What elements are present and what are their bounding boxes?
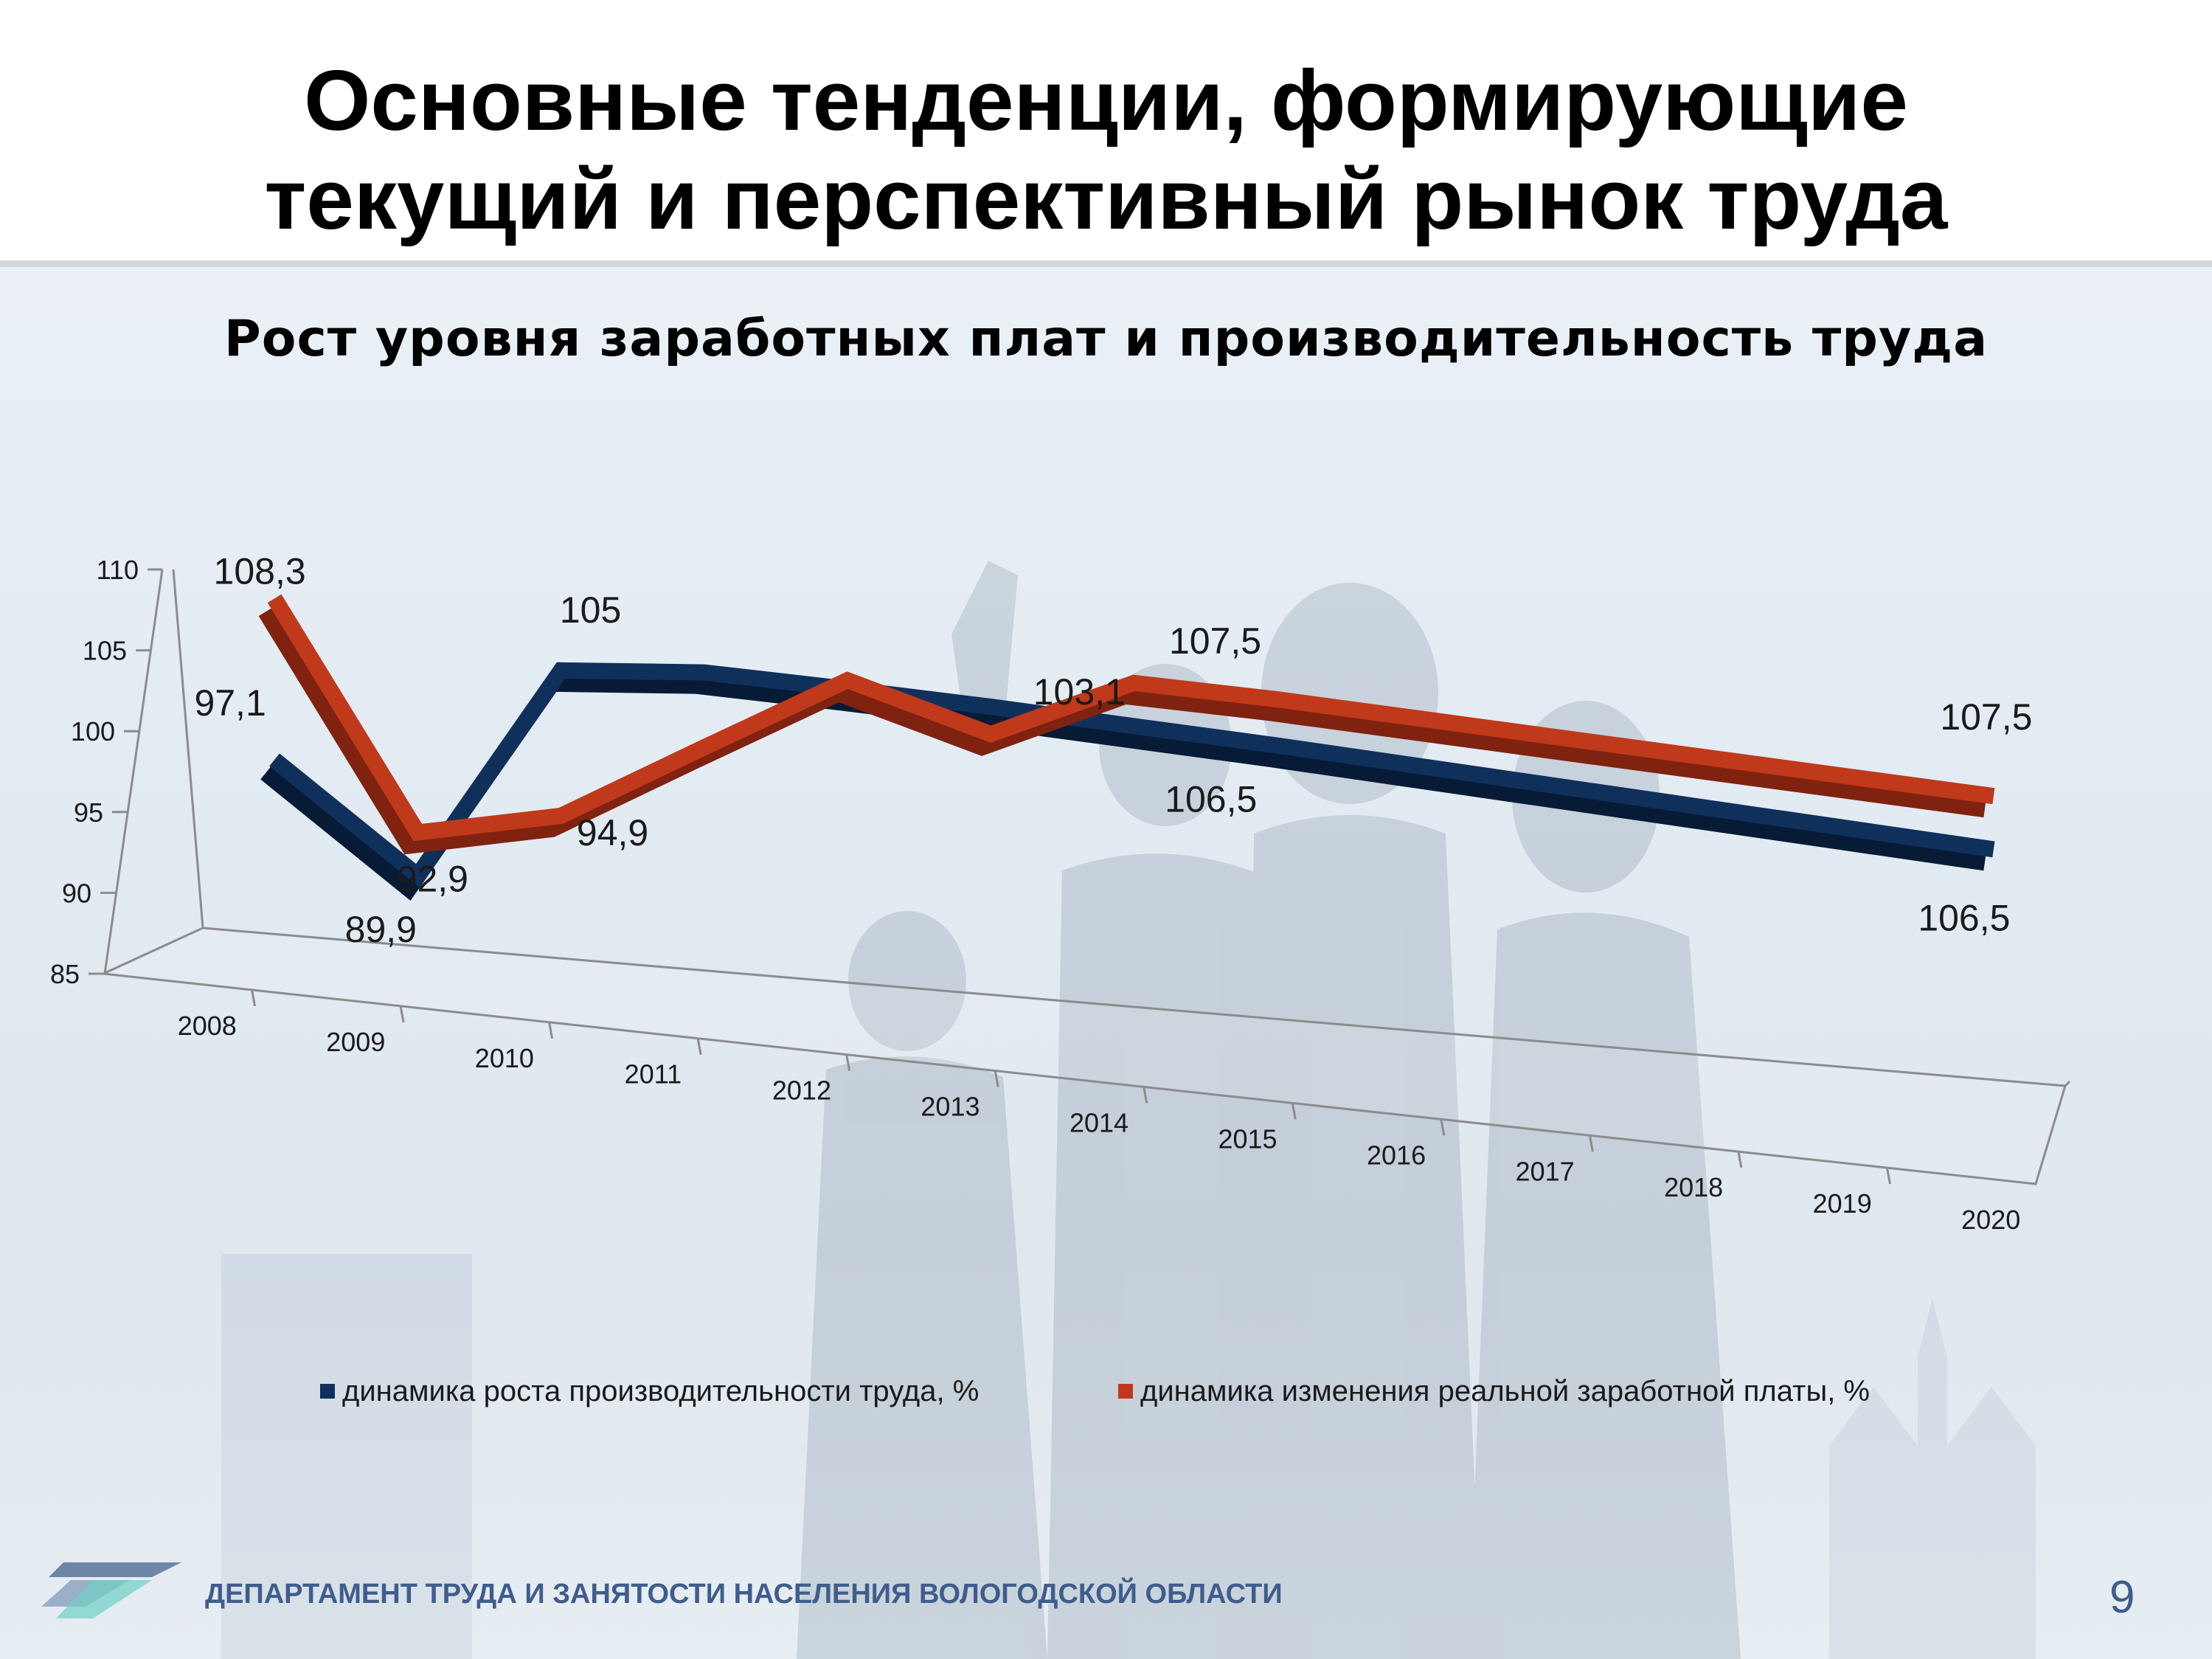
x-tick-label: 2011 (625, 1059, 682, 1090)
x-tick (1291, 1103, 1297, 1120)
data-label: 108,3 (214, 550, 306, 592)
bg-figure-raised-arm (951, 561, 1018, 738)
x-tick-label: 2008 (178, 1011, 237, 1041)
x-tick-label: 2015 (1218, 1123, 1277, 1154)
x-tick-label: 2014 (1069, 1108, 1128, 1138)
title-band: Основные тенденции, формирующие текущий … (0, 0, 2212, 267)
data-label: 97,1 (194, 682, 266, 724)
y-axis: 85 90 95 100 105 110 (50, 555, 164, 989)
legend-entry-productivity: динамика роста производительности труда,… (320, 1371, 979, 1412)
back-wall-edge (172, 569, 204, 929)
data-label: 106,5 (1165, 779, 1257, 820)
x-tick (1737, 1151, 1743, 1168)
x-tick (696, 1038, 702, 1055)
bg-figure-man-body (1468, 912, 1741, 1659)
y-tick-label: 110 (97, 555, 139, 585)
legend-entry-wages: динамика изменения реальной заработной п… (1118, 1371, 1870, 1412)
data-label: 105 (560, 589, 621, 631)
x-tick (1885, 1167, 1891, 1185)
y-axis-line (103, 569, 164, 974)
data-label: 103,1 (1033, 671, 1126, 713)
series-ribbon-side-1 (258, 607, 1986, 855)
data-label: 107,5 (1940, 696, 2032, 738)
legend-swatch-wages (1118, 1384, 1133, 1399)
x-tick-label: 2020 (1961, 1205, 2020, 1235)
y-tick-label: 90 (62, 878, 91, 908)
x-tick (251, 989, 257, 1007)
logo-stripe-3 (56, 1580, 152, 1618)
x-tick-label: 2018 (1664, 1172, 1723, 1202)
legend-label-wages: динамика изменения реальной заработной п… (1140, 1374, 1870, 1407)
x-axis: 2008 2009 2010 2011 2012 2013 2014 2015 2016 2017… (178, 989, 2020, 1235)
x-tick-label: 2019 (1813, 1188, 1872, 1219)
x-tick (845, 1054, 851, 1071)
bg-building-silhouette (221, 1254, 472, 1659)
y-tick-label: 105 (83, 636, 127, 666)
chart-subtitle: Рост уровня заработных плат и производит… (223, 310, 1989, 368)
bg-figure-worker-body (1047, 853, 1298, 1659)
y-tick-label: 100 (71, 716, 115, 747)
bg-church-silhouette (1829, 1298, 2036, 1659)
data-label: 106,5 (1918, 897, 2010, 938)
x-tick-label: 2009 (326, 1027, 385, 1057)
page-title-line-2: текущий и перспективный рынок труда (264, 151, 1948, 247)
x-tick (994, 1070, 999, 1087)
data-label: 94,9 (577, 812, 648, 853)
x-tick-label: 2012 (772, 1076, 831, 1106)
footer-department-name: ДЕПАРТАМЕНТ ТРУДА И ЗАНЯТОСТИ НАСЕЛЕНИЯ … (205, 1579, 1283, 1610)
floor-corner (2064, 1080, 2071, 1087)
x-tick-label: 2017 (1516, 1156, 1575, 1186)
bg-figure-child-head (848, 911, 966, 1051)
legend-swatch-productivity (320, 1384, 335, 1399)
series-layer (258, 594, 1995, 901)
bg-figure-child-body (797, 1056, 1047, 1659)
data-labels: 97,1 89,9 105 106,5 106,5 108,3 92,9 94,9 103,1 1… (194, 550, 2032, 950)
x-tick (1588, 1135, 1594, 1152)
page-number: 9 (2109, 1572, 2135, 1623)
x-tick (1143, 1087, 1148, 1104)
bg-figure-doctor-body (1247, 815, 1483, 1659)
y-tick-label: 85 (50, 959, 80, 989)
x-tick-label: 2010 (475, 1043, 534, 1073)
legend-label-productivity: динамика роста производительности труда,… (342, 1374, 980, 1407)
department-logo (41, 1562, 181, 1618)
data-label: 89,9 (345, 909, 417, 950)
logo-stripe-1 (49, 1562, 181, 1577)
x-tick-label: 2016 (1367, 1140, 1426, 1170)
series-line-0 (269, 662, 1995, 887)
series-line-1 (267, 594, 1995, 842)
x-tick-label: 2013 (920, 1092, 980, 1122)
x-tick (548, 1022, 554, 1039)
x-tick (1440, 1119, 1446, 1136)
data-label: 92,9 (397, 858, 468, 899)
x-tick (399, 1005, 405, 1023)
page-title-line-1: Основные тенденции, формирующие (304, 52, 1908, 148)
chart-floor (99, 927, 2067, 1185)
chart-frame (99, 569, 2071, 1185)
data-label: 107,5 (1169, 620, 1261, 662)
y-tick-label: 95 (74, 797, 103, 828)
